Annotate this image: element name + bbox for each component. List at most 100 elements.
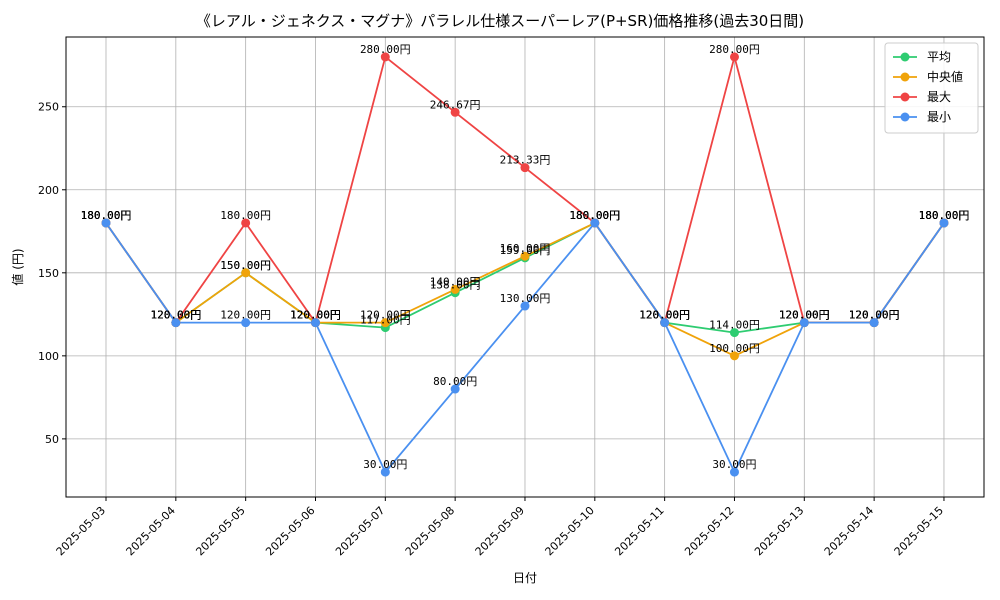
x-axis-ticks: 2025-05-03 2025-05-04 2025-05-05 2025-05-06… xyxy=(54,497,946,558)
x-tick-label: 2025-05-10 xyxy=(543,504,597,558)
data-label: 180.00円 xyxy=(569,209,620,222)
x-tick-label: 2025-05-06 xyxy=(263,504,317,558)
data-point xyxy=(729,351,739,361)
data-label: 280.00円 xyxy=(709,43,760,56)
data-label: 246.67円 xyxy=(430,98,481,111)
data-label: 180.00円 xyxy=(919,209,970,222)
grid xyxy=(66,37,984,497)
x-tick-label: 2025-05-13 xyxy=(752,504,806,558)
data-label: 150.00円 xyxy=(220,259,271,272)
data-point xyxy=(450,107,460,117)
data-label: 180.00円 xyxy=(569,209,620,222)
data-point xyxy=(450,284,460,294)
data-label: 159.00円 xyxy=(500,244,551,257)
data-point xyxy=(241,318,251,328)
data-label: 120.00円 xyxy=(150,309,201,322)
data-point xyxy=(799,318,809,328)
data-point xyxy=(729,467,739,477)
data-label: 120.00円 xyxy=(639,309,690,322)
legend-label: 最大 xyxy=(927,90,951,104)
x-tick-label: 2025-05-12 xyxy=(682,504,736,558)
x-tick-label: 2025-05-04 xyxy=(124,504,178,558)
data-point xyxy=(380,52,390,62)
legend-swatch-marker xyxy=(900,52,910,62)
data-label: 120.00円 xyxy=(849,309,900,322)
x-tick-label: 2025-05-05 xyxy=(193,504,247,558)
legend-label: 最小 xyxy=(927,110,951,124)
data-label: 120.00円 xyxy=(779,309,830,322)
data-point xyxy=(241,218,251,228)
data-point xyxy=(660,318,670,328)
chart-title: 《レアル・ジェネクス・マグナ》パラレル仕様スーパーレア(P+SR)価格推移(過去… xyxy=(195,12,805,30)
data-label: 100.00円 xyxy=(709,342,760,355)
data-label: 140.00円 xyxy=(430,275,481,288)
data-label: 120.00円 xyxy=(849,309,900,322)
y-axis-ticks: 50 100 150 200 250 xyxy=(38,101,66,446)
x-tick-label: 2025-05-03 xyxy=(54,504,108,558)
data-point xyxy=(171,318,181,328)
data-label: 180.00円 xyxy=(81,209,132,222)
data-label: 180.00円 xyxy=(81,209,132,222)
data-label: 138.00円 xyxy=(430,279,481,292)
y-tick-label: 150 xyxy=(38,267,59,280)
data-label: 180.00円 xyxy=(919,209,970,222)
data-point xyxy=(520,301,530,311)
data-label: 120.00円 xyxy=(290,309,341,322)
data-point xyxy=(939,218,949,228)
legend-swatch-marker xyxy=(900,92,910,102)
data-point xyxy=(310,318,320,328)
data-label: 150.00円 xyxy=(220,259,271,272)
data-point xyxy=(450,384,460,394)
data-label: 180.00円 xyxy=(569,209,620,222)
legend-box xyxy=(884,42,979,134)
data-label: 120.00円 xyxy=(639,309,690,322)
data-point xyxy=(520,163,530,173)
legend-label: 平均 xyxy=(927,50,951,64)
data-label: 280.00円 xyxy=(360,43,411,56)
data-label: 120.00円 xyxy=(290,309,341,322)
y-tick-label: 250 xyxy=(38,101,59,114)
x-axis-label: 日付 xyxy=(513,571,537,585)
data-label: 120.00円 xyxy=(290,309,341,322)
y-tick-label: 50 xyxy=(45,433,59,446)
data-label: 120.00円 xyxy=(779,309,830,322)
y-tick-label: 100 xyxy=(38,350,59,363)
y-axis-label: 値 (円) xyxy=(10,248,25,285)
data-label: 180.00円 xyxy=(569,209,620,222)
data-label: 120.00円 xyxy=(639,309,690,322)
x-tick-label: 2025-05-11 xyxy=(612,504,666,558)
data-label: 160.00円 xyxy=(500,242,551,255)
y-tick-label: 200 xyxy=(38,184,59,197)
data-label: 180.00円 xyxy=(81,209,132,222)
data-point xyxy=(729,328,739,338)
data-label: 180.00円 xyxy=(919,209,970,222)
legend-label: 中央値 xyxy=(927,69,963,84)
data-label: 120.00円 xyxy=(779,309,830,322)
data-point xyxy=(380,467,390,477)
data-point xyxy=(590,218,600,228)
x-tick-label: 2025-05-09 xyxy=(473,504,527,558)
data-point xyxy=(101,218,111,228)
data-point xyxy=(869,318,879,328)
data-label: 120.00円 xyxy=(779,309,830,322)
legend-swatch-marker xyxy=(900,112,910,122)
data-label: 120.00円 xyxy=(849,309,900,322)
data-label: 120.00円 xyxy=(360,309,411,322)
data-label: 117.00円 xyxy=(360,314,411,327)
x-tick-label: 2025-05-14 xyxy=(822,504,876,558)
data-label: 180.00円 xyxy=(220,209,271,222)
data-label: 120.00円 xyxy=(150,309,201,322)
x-tick-label: 2025-05-07 xyxy=(333,504,387,558)
data-label: 120.00円 xyxy=(639,309,690,322)
data-label: 120.00円 xyxy=(150,309,201,322)
x-tick-label: 2025-05-08 xyxy=(403,504,457,558)
data-label: 130.00円 xyxy=(500,292,551,305)
data-label: 114.00円 xyxy=(709,319,760,332)
data-label: 120.00円 xyxy=(150,309,201,322)
data-label: 80.00円 xyxy=(433,375,477,388)
data-point xyxy=(241,268,251,278)
data-point xyxy=(520,251,530,261)
